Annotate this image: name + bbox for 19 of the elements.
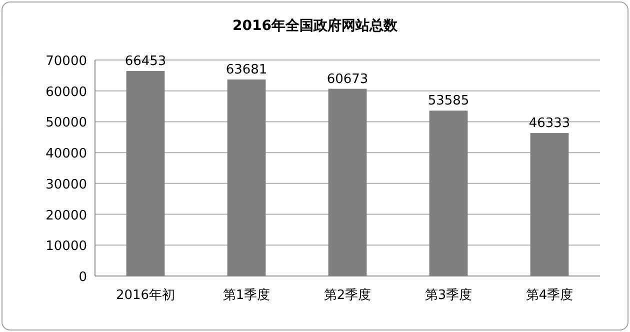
x-tick-label: 第1季度	[222, 287, 270, 303]
y-tick-label: 0	[78, 270, 87, 285]
data-label: 60673	[326, 72, 368, 87]
y-tick-label: 70000	[46, 54, 87, 69]
chart-title: 2016年全国政府网站总数	[232, 17, 398, 34]
data-label: 66453	[124, 54, 166, 69]
data-label: 63681	[226, 62, 268, 78]
x-tick-label: 第3季度	[424, 287, 472, 303]
data-label: 46333	[528, 116, 570, 132]
x-tick-label: 第4季度	[526, 287, 574, 303]
y-tick-label: 30000	[46, 177, 87, 192]
data-label: 53585	[428, 94, 470, 109]
x-tick-label: 第2季度	[324, 287, 372, 303]
y-tick-label: 10000	[46, 239, 87, 254]
y-tick-label: 40000	[46, 146, 87, 162]
y-tick-label: 50000	[46, 116, 87, 131]
x-tick-label: 2016年初	[116, 288, 176, 303]
y-tick-label: 60000	[46, 84, 87, 100]
y-tick-label: 20000	[46, 208, 87, 224]
